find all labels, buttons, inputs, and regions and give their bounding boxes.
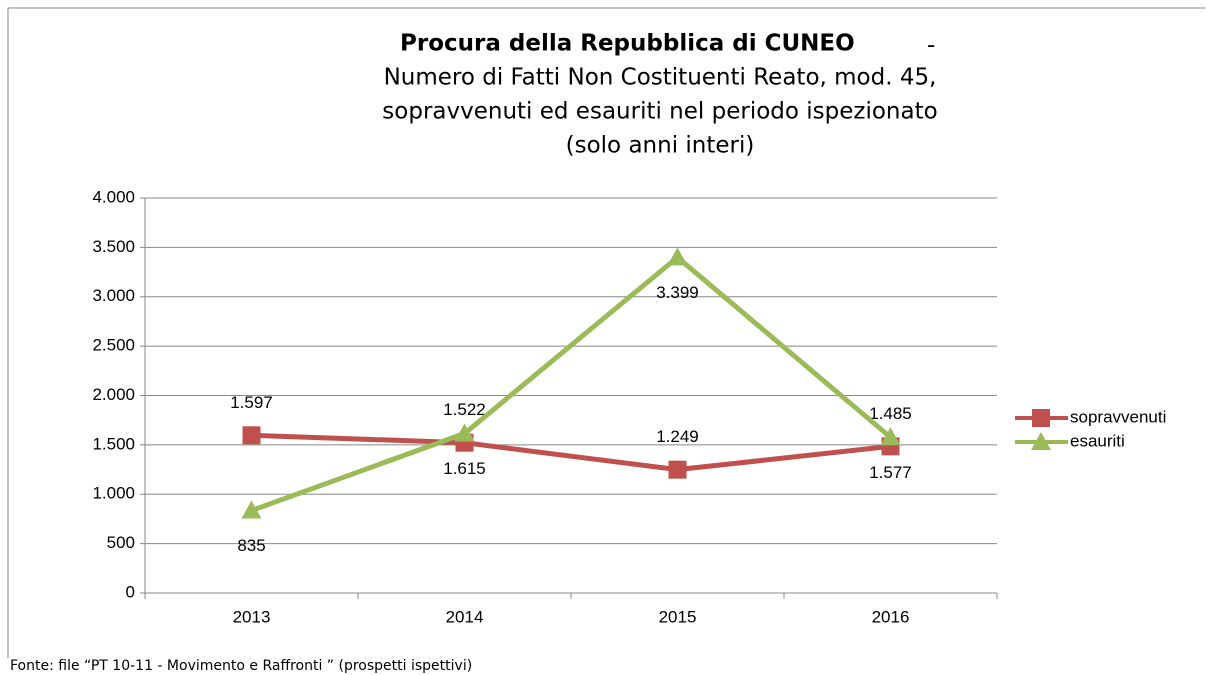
source-note: Fonte: file “PT 10-11 - Movimento e Raff… <box>10 658 472 674</box>
marker <box>242 426 261 445</box>
chart-subtitle: (solo anni interi) <box>566 133 755 159</box>
x-tick-label: 2015 <box>659 607 697 626</box>
chart-subtitle: Numero di Fatti Non Costituenti Reato, m… <box>384 65 937 91</box>
marker <box>880 427 901 446</box>
y-tick-label: 2.500 <box>92 336 135 355</box>
chart-title: Procura della Repubblica di CUNEO <box>400 31 855 57</box>
legend-label: sopravvenuti <box>1070 407 1166 426</box>
x-tick-label: 2016 <box>872 607 910 626</box>
chart-subtitle: sopravvenuti ed esauriti nel periodo isp… <box>382 99 937 125</box>
marker <box>454 423 475 442</box>
y-tick-label: 500 <box>107 533 135 552</box>
y-tick-label: 4.000 <box>92 187 135 206</box>
data-label: 1.522 <box>443 400 486 419</box>
data-label: 1.485 <box>869 404 912 423</box>
y-tick-label: 2.000 <box>92 385 135 404</box>
marker <box>241 500 262 519</box>
y-tick-label: 1.500 <box>92 434 135 453</box>
chart-frame <box>7 7 1205 658</box>
marker <box>1032 409 1050 427</box>
data-label: 3.399 <box>656 283 699 302</box>
data-label: 835 <box>237 536 265 555</box>
x-tick-label: 2013 <box>233 607 271 626</box>
data-label: 1.615 <box>443 459 486 478</box>
x-tick-label: 2014 <box>446 607 484 626</box>
data-label: 1.597 <box>230 393 273 412</box>
marker <box>667 247 688 266</box>
line <box>251 432 891 473</box>
data-label: 1.249 <box>656 427 699 446</box>
legend-label: esauriti <box>1070 431 1125 450</box>
y-tick-label: 3.500 <box>92 237 135 256</box>
y-tick-label: 3.000 <box>92 286 135 305</box>
line <box>250 254 893 513</box>
marker <box>1031 432 1051 450</box>
chart-title-suffix: - <box>927 33 935 59</box>
y-tick-label: 1.000 <box>92 484 135 503</box>
marker <box>668 460 687 479</box>
data-label: 1.577 <box>869 463 912 482</box>
y-tick-label: 0 <box>126 582 135 601</box>
